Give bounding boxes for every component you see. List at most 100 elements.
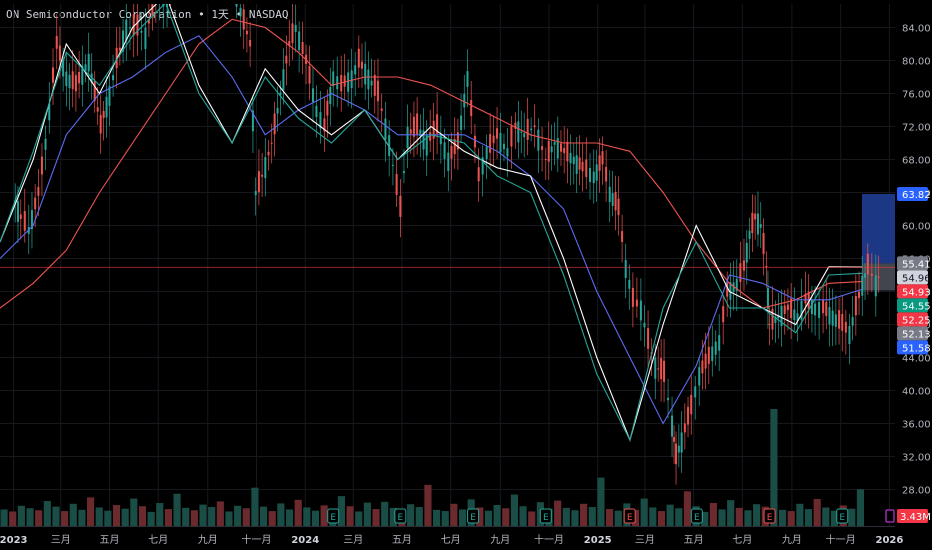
y-tick-label: 44.00 xyxy=(902,354,931,365)
volume-bar xyxy=(458,509,467,526)
volume-bar xyxy=(242,508,250,526)
candle-body xyxy=(473,135,476,148)
candle-body xyxy=(768,323,771,325)
y-tick-label: 80.00 xyxy=(902,57,931,68)
x-tick-label: 三月 xyxy=(51,534,71,546)
candle-body xyxy=(783,305,786,314)
candle-body xyxy=(810,299,813,315)
earnings-icon xyxy=(467,508,480,524)
x-tick-label: 2026 xyxy=(875,535,903,546)
candle-body xyxy=(506,148,509,157)
candle-body xyxy=(453,139,456,155)
candle-body xyxy=(443,142,446,159)
volume-bar xyxy=(588,507,596,526)
candle-body xyxy=(481,157,484,175)
volume-bar xyxy=(260,506,268,526)
x-tick-label: 七月 xyxy=(148,534,168,546)
candle-body xyxy=(264,157,267,179)
volume-bar xyxy=(502,508,510,526)
candle-body xyxy=(814,303,817,316)
symbol-name[interactable]: ON Semiconductor Corporation xyxy=(6,8,192,21)
candle-body xyxy=(294,24,297,32)
volume-bar xyxy=(61,511,69,526)
volume-bar xyxy=(727,500,735,526)
candle-body xyxy=(132,14,135,36)
volume-bar xyxy=(701,511,709,526)
candle-body xyxy=(598,155,601,171)
candle-body xyxy=(254,190,257,196)
volume-bar xyxy=(675,508,683,526)
volume-bar xyxy=(294,499,302,526)
candle-body xyxy=(526,118,529,140)
volume-bar xyxy=(450,503,458,526)
y-tick-label: 40.00 xyxy=(902,387,931,398)
candle-body xyxy=(136,14,139,36)
candle-body xyxy=(151,4,154,16)
candle-body xyxy=(657,368,660,370)
candle-body xyxy=(861,275,864,296)
candle-body xyxy=(270,142,273,144)
candle-body xyxy=(416,113,419,135)
candle-body xyxy=(786,304,789,311)
candle-body xyxy=(617,198,620,216)
candle-body xyxy=(122,30,125,52)
candle-body xyxy=(533,125,536,128)
candle-body xyxy=(838,310,841,329)
y-tick-label: 60.00 xyxy=(902,222,931,233)
volume-bar xyxy=(510,494,518,526)
candle-body xyxy=(774,316,777,323)
y-tick-label: 32.00 xyxy=(902,453,931,464)
volume-bar xyxy=(52,506,60,526)
volume-bar xyxy=(666,504,674,526)
volume-bar xyxy=(43,500,51,526)
volume-tag xyxy=(897,509,928,523)
volume-bar xyxy=(779,509,787,526)
candle-body xyxy=(48,103,51,121)
volume-bar xyxy=(78,509,86,526)
candle-body xyxy=(329,87,332,105)
volume-bar xyxy=(830,510,839,526)
volume-bar xyxy=(190,510,198,526)
earnings-icon xyxy=(623,508,636,524)
candle-body xyxy=(790,298,793,319)
candle-body xyxy=(364,63,367,85)
volume-bar xyxy=(424,484,432,526)
candle-body xyxy=(765,265,768,268)
chart-legend: ON Semiconductor Corporation • 1天 • NASD… xyxy=(6,6,289,22)
candle-body xyxy=(78,71,81,84)
volume-bar xyxy=(182,507,190,526)
candle-body xyxy=(517,121,520,143)
candle-body xyxy=(589,168,592,182)
candle-body xyxy=(332,71,335,87)
candle-body xyxy=(84,64,87,71)
x-tick-label: 2024 xyxy=(291,535,319,546)
volume-bar xyxy=(709,503,717,526)
candle-body xyxy=(578,157,581,170)
volume-bar xyxy=(121,508,129,526)
volume-bar xyxy=(813,498,821,526)
candle-body xyxy=(315,105,318,118)
x-tick-label: 五月 xyxy=(684,534,704,546)
candle-body xyxy=(722,306,725,323)
earnings-icon xyxy=(885,509,895,523)
candle-body xyxy=(559,143,562,152)
price-tag-label: 52.25 xyxy=(902,315,931,326)
candle-body xyxy=(456,132,459,150)
x-tick-label: 2025 xyxy=(584,535,612,546)
x-tick-label: 七月 xyxy=(441,534,461,546)
candle-body xyxy=(409,129,412,134)
target-range-box xyxy=(862,193,895,264)
volume-bar xyxy=(138,506,147,526)
y-tick-label: 28.00 xyxy=(902,486,931,497)
volume-bar xyxy=(355,511,363,526)
interval-label[interactable]: 1天 xyxy=(211,8,229,21)
x-tick-label: 十一月 xyxy=(534,533,564,546)
volume-bar xyxy=(0,509,8,526)
candle-body xyxy=(550,146,553,153)
legend-separator: • xyxy=(235,8,243,21)
candle-body xyxy=(87,53,90,72)
price-tag xyxy=(897,256,928,271)
volume-bar xyxy=(95,507,103,526)
candle-body xyxy=(667,397,670,401)
